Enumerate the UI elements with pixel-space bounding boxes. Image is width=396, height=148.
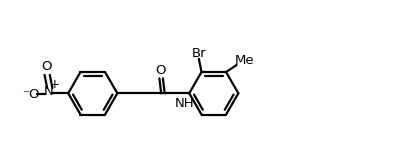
Text: Br: Br — [192, 47, 206, 60]
Text: ⁻O: ⁻O — [22, 88, 39, 101]
Text: NH: NH — [175, 97, 195, 110]
Text: +: + — [50, 78, 60, 91]
Text: O: O — [155, 64, 166, 77]
Text: Me: Me — [235, 54, 254, 67]
Text: O: O — [41, 61, 51, 74]
Text: N: N — [44, 85, 54, 98]
